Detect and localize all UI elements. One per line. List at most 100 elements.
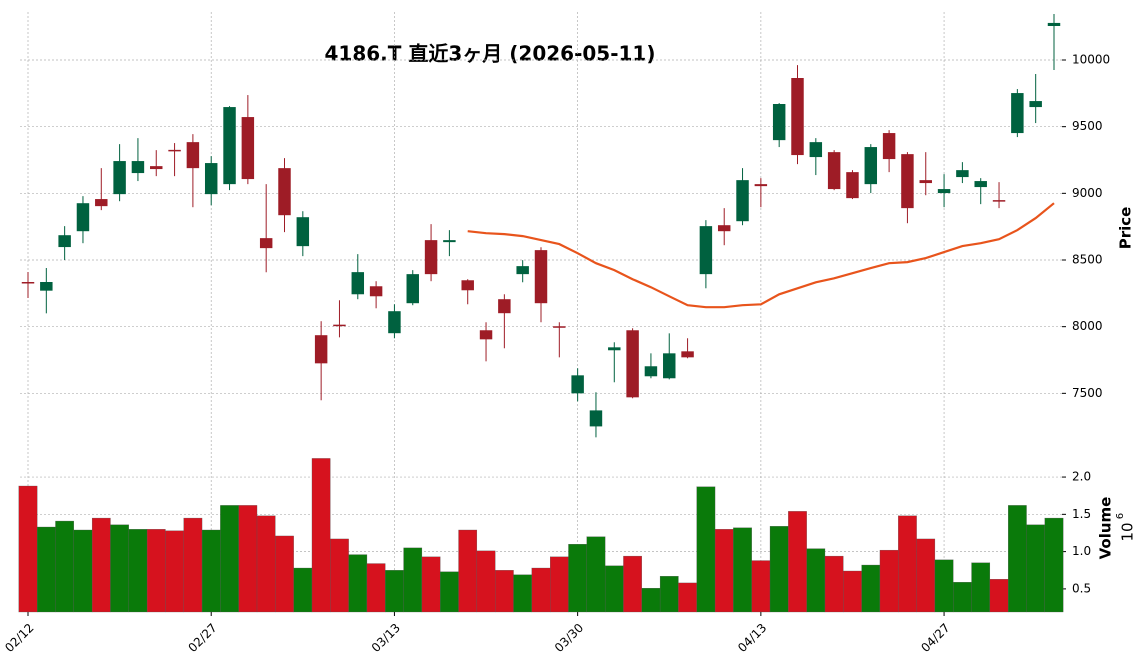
- candle-body: [461, 280, 474, 291]
- candle-body: [95, 199, 108, 207]
- volume-bar: [843, 570, 862, 613]
- volume-bar: [1044, 517, 1064, 613]
- candle-body: [681, 351, 694, 358]
- candle-body: [150, 166, 163, 170]
- candle-body: [1047, 22, 1061, 26]
- volume-bar: [165, 530, 184, 613]
- y-tick-label: 9000: [1072, 186, 1103, 200]
- candle-body: [791, 78, 804, 156]
- candle-body: [809, 142, 823, 158]
- candle-body: [901, 154, 914, 209]
- candle-body: [406, 274, 419, 304]
- candle-body: [992, 200, 1006, 202]
- candle-body: [571, 375, 584, 394]
- candle-body: [351, 272, 365, 295]
- candle-body: [76, 203, 90, 232]
- candle-body: [937, 189, 951, 194]
- volume-bar: [550, 556, 569, 613]
- y-tick-label: 8500: [1072, 253, 1103, 267]
- volume-bar: [641, 587, 661, 613]
- candle-body: [443, 240, 456, 243]
- volume-bar: [586, 536, 606, 613]
- volume-bar: [220, 505, 239, 613]
- candle-body: [479, 330, 493, 340]
- volume-bar: [366, 563, 386, 613]
- volume-scale-base: 10: [1119, 522, 1137, 541]
- volume-bar: [916, 538, 936, 613]
- candle-body: [626, 330, 639, 398]
- volume-bar: [458, 529, 478, 613]
- volume-bar: [55, 520, 74, 613]
- candle-body: [516, 266, 529, 275]
- volume-bar: [91, 517, 111, 613]
- candle-body: [864, 147, 878, 185]
- volume-axis-label: Volume: [1097, 497, 1115, 560]
- volume-bar: [769, 526, 789, 613]
- volume-bar: [751, 560, 771, 613]
- volume-bar: [1026, 524, 1045, 613]
- volume-bar: [989, 579, 1009, 613]
- volume-bar: [806, 548, 826, 613]
- volume-bar: [330, 538, 349, 613]
- candle-body: [369, 286, 383, 297]
- volume-bar: [696, 486, 716, 613]
- volume-bar: [513, 574, 532, 613]
- volume-bar: [604, 565, 624, 613]
- candle-body: [644, 366, 658, 377]
- candle-body: [534, 250, 548, 304]
- candle-body: [498, 299, 511, 314]
- candle-body: [882, 133, 896, 160]
- candle-body: [1011, 93, 1024, 134]
- volume-scale-power: 6: [1115, 513, 1126, 519]
- volume-bar: [861, 564, 881, 613]
- candle-body: [754, 184, 768, 187]
- volume-bar: [348, 554, 368, 613]
- x-tick-label: 02/27: [185, 621, 219, 655]
- x-tick-label: 03/13: [369, 621, 403, 655]
- candle-body: [296, 217, 310, 247]
- volume-bar: [568, 544, 587, 613]
- volume-bar: [293, 567, 313, 613]
- volume-tick-label: 2.0: [1072, 470, 1091, 484]
- candle-body: [919, 180, 932, 184]
- volume-tick-label: 0.5: [1072, 581, 1091, 595]
- candle-body: [186, 142, 200, 169]
- candle-body: [58, 235, 71, 248]
- volume-bar: [678, 582, 697, 613]
- candle-body: [553, 326, 566, 328]
- candle-body: [241, 117, 255, 180]
- volume-bar: [201, 529, 221, 613]
- candle-body: [846, 172, 859, 199]
- volume-bar: [953, 582, 972, 613]
- candle-body: [333, 324, 346, 327]
- volume-bar: [898, 515, 917, 613]
- candle-body: [974, 181, 987, 188]
- y-tick-label: 7500: [1072, 386, 1103, 400]
- candle-body: [131, 161, 145, 174]
- volume-bar: [879, 549, 899, 613]
- chart-title: 4186.T 直近3ヶ月 (2026-05-11): [325, 42, 656, 66]
- y-tick-label: 10000: [1072, 53, 1110, 67]
- volume-bar: [385, 570, 404, 613]
- candle-body: [772, 104, 786, 141]
- moving-average-line: [467, 202, 1055, 309]
- volume-bar: [275, 535, 294, 613]
- volume-bar: [238, 505, 258, 613]
- candle-body: [314, 335, 328, 364]
- candle-body: [223, 107, 236, 185]
- y-axis-label: Price: [1117, 207, 1135, 250]
- x-tick-label: 03/30: [552, 621, 586, 655]
- volume-bar: [714, 529, 734, 613]
- volume-bar: [531, 567, 551, 613]
- volume-bar: [311, 458, 331, 613]
- volume-bar: [788, 511, 807, 613]
- volume-bar: [623, 555, 642, 613]
- candle-body: [1029, 101, 1042, 108]
- volume-bar: [128, 529, 148, 613]
- volume-bar: [256, 515, 276, 613]
- candle-body: [388, 311, 401, 334]
- volume-bar: [659, 576, 679, 613]
- candle-body: [699, 226, 713, 275]
- volume-bar: [971, 562, 991, 613]
